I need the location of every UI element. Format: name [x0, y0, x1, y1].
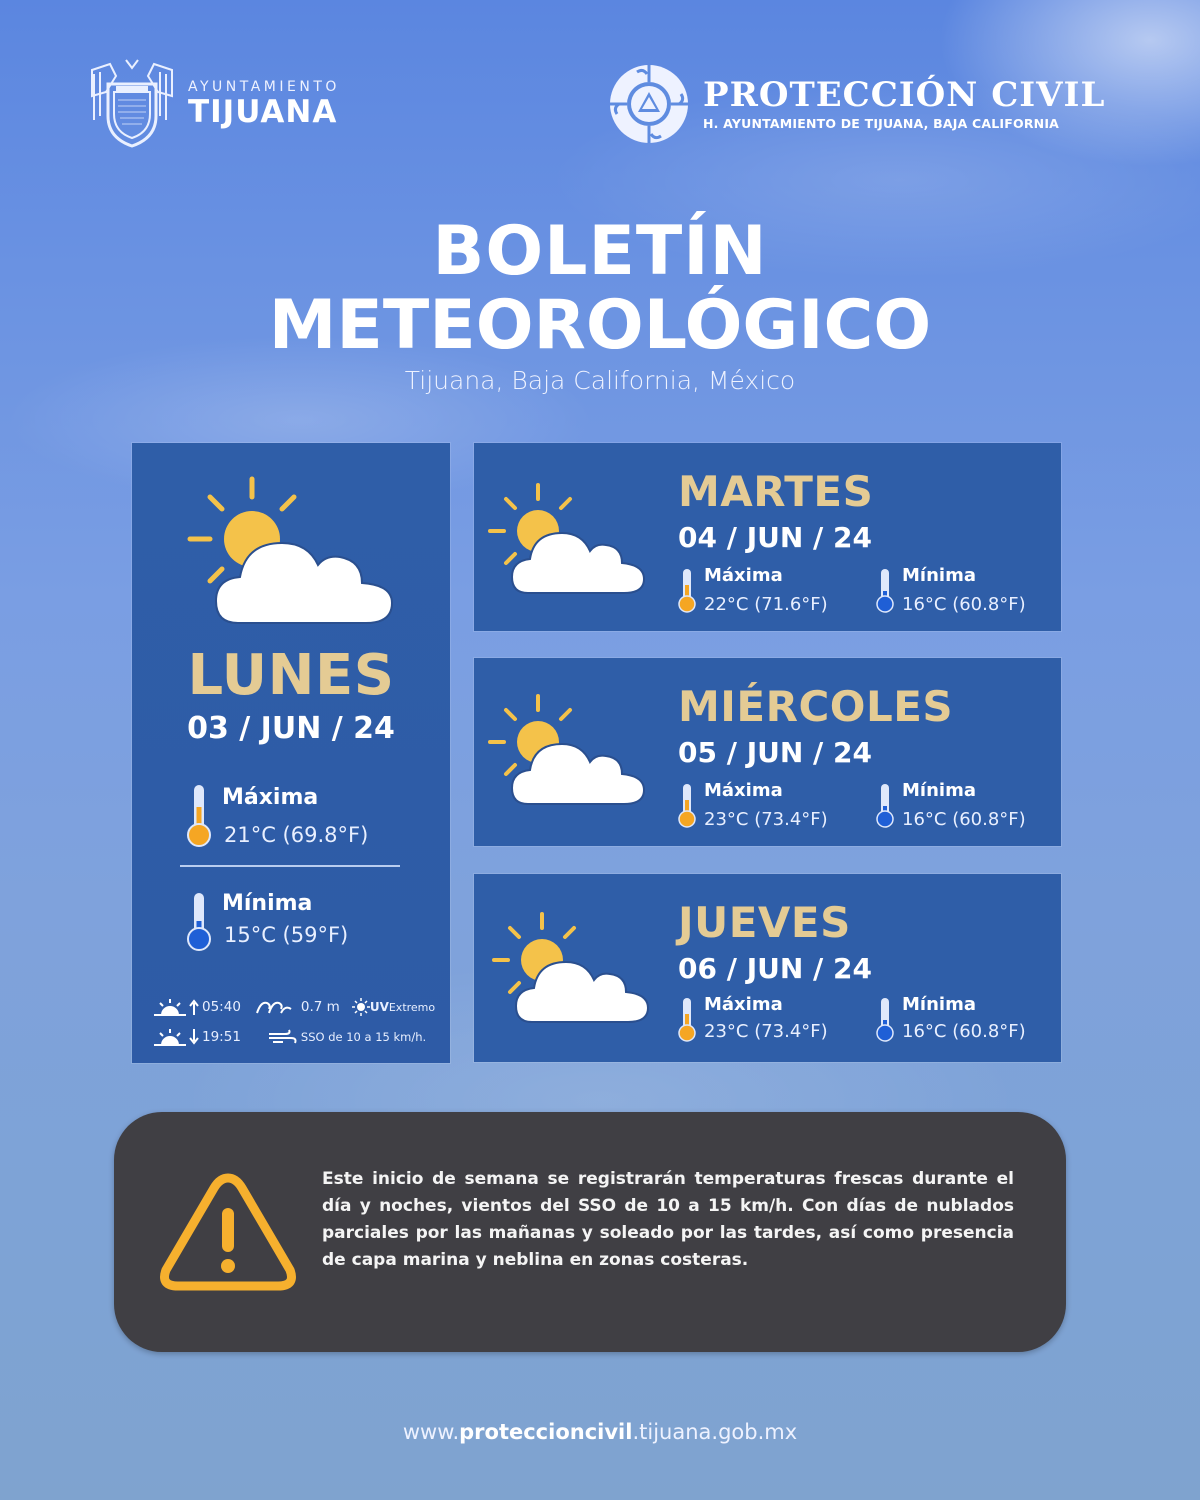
thermometer-max-icon	[678, 569, 696, 613]
max-value: 23°C (73.4°F)	[704, 809, 828, 830]
url-prefix: www.	[402, 1420, 460, 1444]
tijuana-label: TIJUANA	[188, 93, 338, 130]
partly-cloudy-icon	[492, 912, 650, 1023]
uv-level: Extremo	[388, 1000, 436, 1014]
location-subtitle: Tijuana, Baja California, México	[404, 366, 796, 395]
forecast-card-jueves: JUEVES 06 / JUN / 24 Máxima 23°C (73.4°F…	[474, 874, 1061, 1062]
day-date: 06 / JUN / 24	[678, 952, 872, 985]
day-date: 04 / JUN / 24	[678, 521, 872, 554]
max-label: Máxima	[704, 565, 783, 586]
proteccion-civil-logo: PROTECCIÓN CIVIL H. AYUNTAMIENTO DE TIJU…	[607, 62, 1105, 146]
max-label: Máxima	[704, 994, 783, 1015]
proteccion-civil-seal-icon	[610, 65, 688, 143]
min-label: Mínima	[902, 565, 976, 586]
min-value: 16°C (60.8°F)	[902, 594, 1026, 615]
tijuana-crest-icon	[91, 59, 173, 148]
sunrise-icon	[154, 999, 199, 1016]
forecast-card-miercoles: MIÉRCOLES 05 / JUN / 24 Máxima 23°C (73.…	[474, 658, 1061, 846]
day-name: MARTES	[678, 467, 874, 516]
temp-divider	[180, 865, 400, 867]
waves-icon	[255, 1001, 292, 1014]
thermometer-min-icon	[876, 784, 894, 828]
uv-sun-icon	[351, 998, 370, 1016]
sunset-icon	[154, 1029, 199, 1046]
thermometer-min-icon	[876, 998, 894, 1042]
day-name: JUEVES	[678, 898, 851, 947]
max-value: 23°C (73.4°F)	[704, 1021, 828, 1042]
thermometer-max-icon	[678, 784, 696, 828]
url-domain-bold: proteccioncivil	[459, 1420, 633, 1444]
ayuntamiento-label: AYUNTAMIENTO	[188, 78, 340, 95]
min-label: Mínima	[902, 780, 976, 801]
url-suffix: .tijuana.gob.mx	[632, 1420, 798, 1444]
partly-cloudy-icon	[187, 476, 394, 624]
min-value: 16°C (60.8°F)	[902, 1021, 1026, 1042]
bulletin-title-line1: BOLETÍN	[432, 212, 768, 291]
min-value: 16°C (60.8°F)	[902, 809, 1026, 830]
day-date: 05 / JUN / 24	[678, 736, 872, 769]
max-value: 21°C (69.8°F)	[224, 823, 369, 847]
day-name: LUNES	[187, 643, 395, 708]
min-value: 15°C (59°F)	[224, 923, 349, 947]
max-label: Máxima	[222, 785, 319, 810]
proteccion-civil-title: PROTECCIÓN CIVIL	[703, 74, 1106, 115]
max-value: 22°C (71.6°F)	[704, 594, 828, 615]
partly-cloudy-icon	[488, 483, 646, 594]
min-label: Mínima	[222, 891, 313, 916]
warning-icon	[160, 1173, 296, 1291]
website-link[interactable]: www.proteccioncivil.tijuana.gob.mx	[0, 1420, 1200, 1444]
bulletin-title-line2: METEOROLÓGICO	[268, 286, 932, 365]
thermometer-max-icon	[678, 998, 696, 1042]
sunset-time: 19:51	[202, 1029, 241, 1045]
day-date: 03 / JUN / 24	[187, 711, 395, 746]
sunset-row: 19:51 SSO de 10 a 15 km/h.	[152, 1027, 426, 1047]
wind-icon	[268, 1029, 297, 1044]
uv-prefix: UV	[369, 1000, 389, 1014]
thermometer-min-icon	[187, 893, 211, 951]
thermometer-min-icon	[876, 569, 894, 613]
wave-height: 0.7 m	[300, 999, 340, 1015]
sunrise-row: 05:40 0.7 m UV Extremo	[152, 997, 435, 1017]
thermometer-max-icon	[187, 785, 211, 847]
proteccion-civil-subtitle: H. AYUNTAMIENTO DE TIJUANA, BAJA CALIFOR…	[703, 115, 1060, 131]
weather-alert-box: Este inicio de semana se registrarán tem…	[114, 1112, 1066, 1352]
forecast-card-lunes: LUNES 03 / JUN / 24 Máxima 21°C (69.8°F)…	[132, 443, 450, 1063]
sunrise-time: 05:40	[202, 999, 241, 1015]
day-name: MIÉRCOLES	[678, 682, 954, 731]
partly-cloudy-icon	[488, 694, 646, 805]
max-label: Máxima	[704, 780, 783, 801]
alert-message: Este inicio de semana se registrarán tem…	[322, 1169, 1014, 1270]
min-label: Mínima	[902, 994, 976, 1015]
forecast-card-martes: MARTES 04 / JUN / 24 Máxima 22°C (71.6°F…	[474, 443, 1061, 631]
wind-info: SSO de 10 a 15 km/h.	[300, 1030, 427, 1044]
ayuntamiento-tijuana-logo: AYUNTAMIENTO TIJUANA	[86, 56, 340, 150]
